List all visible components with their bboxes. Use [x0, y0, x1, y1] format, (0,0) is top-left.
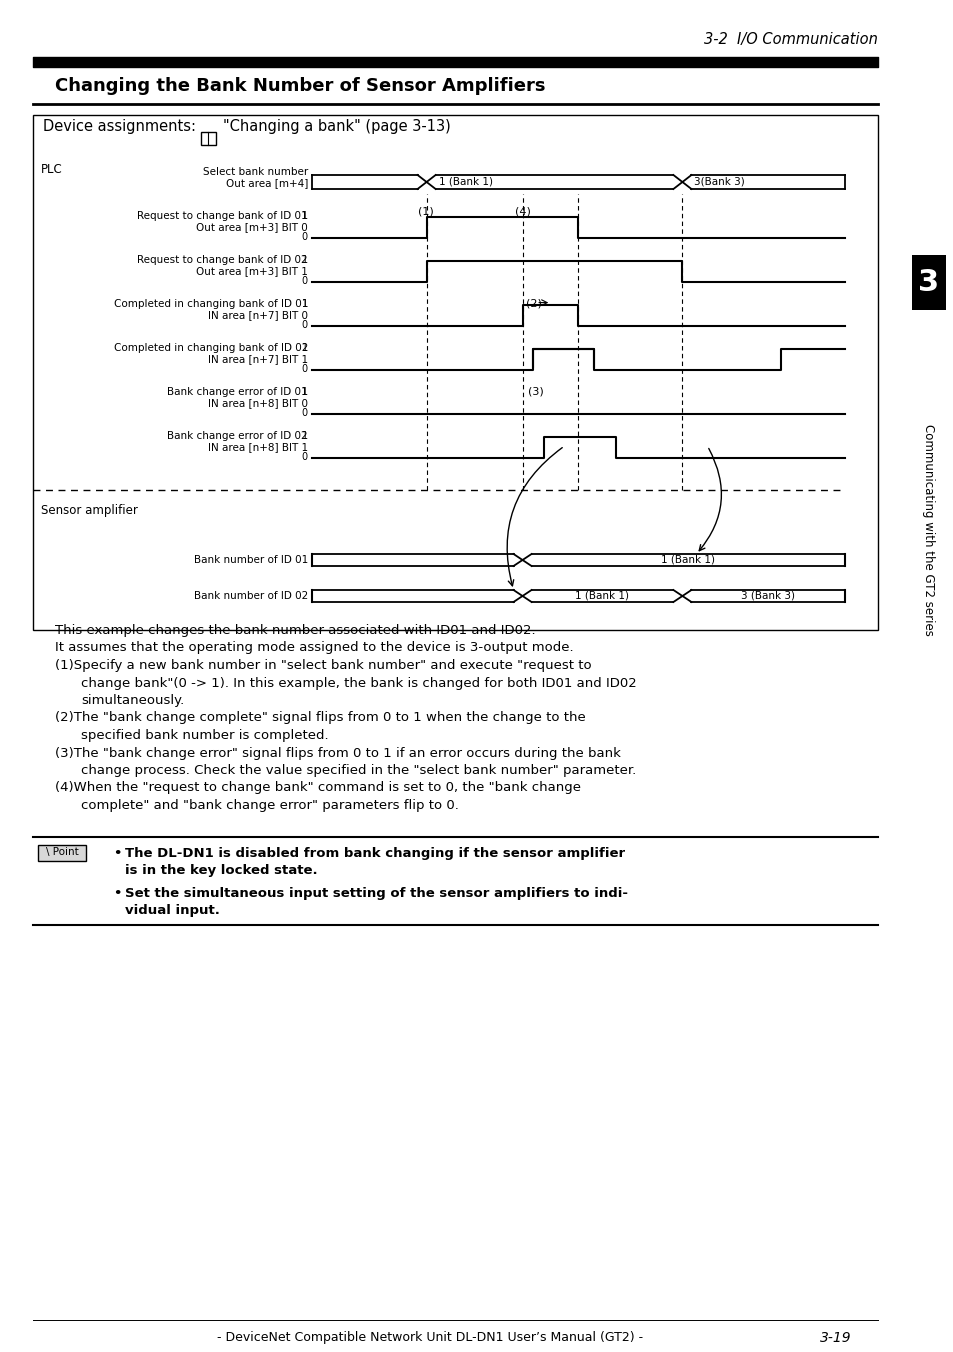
Text: Bank change error of ID 02: Bank change error of ID 02 [167, 431, 308, 441]
Text: 3(Bank 3): 3(Bank 3) [694, 176, 744, 187]
Text: specified bank number is completed.: specified bank number is completed. [81, 729, 328, 742]
FancyBboxPatch shape [38, 845, 86, 860]
Text: (3)The "bank change error" signal flips from 0 to 1 if an error occurs during th: (3)The "bank change error" signal flips … [55, 746, 620, 760]
Text: - DeviceNet Compatible Network Unit DL-DN1 User’s Manual (GT2) -: - DeviceNet Compatible Network Unit DL-D… [216, 1332, 642, 1344]
Text: complete" and "bank change error" parameters flip to 0.: complete" and "bank change error" parame… [81, 799, 458, 813]
Text: It assumes that the operating mode assigned to the device is 3-output mode.: It assumes that the operating mode assig… [55, 641, 573, 654]
Text: (4)When the "request to change bank" command is set to 0, the "bank change: (4)When the "request to change bank" com… [55, 781, 580, 795]
Text: "Changing a bank" (page 3-13): "Changing a bank" (page 3-13) [223, 119, 450, 134]
Text: 3-19: 3-19 [820, 1330, 851, 1345]
Text: vidual input.: vidual input. [125, 904, 219, 917]
Text: 0: 0 [301, 453, 308, 462]
Text: 1: 1 [301, 343, 308, 353]
Text: change process. Check the value specified in the "select bank number" parameter.: change process. Check the value specifie… [81, 764, 636, 777]
Text: \ Point: \ Point [46, 848, 78, 857]
Text: 0: 0 [301, 408, 308, 418]
Text: PLC: PLC [41, 164, 63, 176]
Text: Request to change bank of ID 02: Request to change bank of ID 02 [137, 254, 308, 265]
Text: Device assignments:: Device assignments: [43, 119, 195, 134]
Text: IN area [n+8] BIT 1: IN area [n+8] BIT 1 [208, 442, 308, 452]
Text: 3 (Bank 3): 3 (Bank 3) [740, 589, 795, 600]
Text: •: • [112, 887, 121, 899]
Text: (4): (4) [514, 207, 530, 216]
Text: 1: 1 [301, 256, 308, 265]
Text: (2): (2) [525, 299, 541, 308]
Text: is in the key locked state.: is in the key locked state. [125, 864, 317, 877]
Text: change bank"(0 -> 1). In this example, the bank is changed for both ID01 and ID0: change bank"(0 -> 1). In this example, t… [81, 676, 636, 690]
Bar [33, 115, 877, 630]
Text: This example changes the bank number associated with ID01 and ID02.: This example changes the bank number ass… [55, 625, 535, 637]
Text: (1)Specify a new bank number in "select bank number" and execute "request to: (1)Specify a new bank number in "select … [55, 658, 591, 672]
Text: 0: 0 [301, 364, 308, 375]
Text: (1): (1) [417, 207, 433, 216]
Text: Out area [m+3] BIT 0: Out area [m+3] BIT 0 [196, 222, 308, 231]
Text: simultaneously.: simultaneously. [81, 694, 184, 707]
Text: Changing the Bank Number of Sensor Amplifiers: Changing the Bank Number of Sensor Ampli… [55, 77, 545, 95]
Text: IN area [n+7] BIT 0: IN area [n+7] BIT 0 [208, 310, 308, 319]
Text: 0: 0 [301, 320, 308, 330]
Text: Bank number of ID 02: Bank number of ID 02 [193, 591, 308, 602]
Text: 1 (Bank 1): 1 (Bank 1) [575, 589, 629, 600]
Text: Select bank number: Select bank number [203, 166, 308, 177]
Text: (3): (3) [527, 387, 542, 396]
Text: Set the simultaneous input setting of the sensor amplifiers to indi-: Set the simultaneous input setting of th… [125, 887, 627, 899]
Text: 1: 1 [301, 211, 308, 222]
Text: The DL-DN1 is disabled from bank changing if the sensor amplifier: The DL-DN1 is disabled from bank changin… [125, 846, 624, 860]
Text: Completed in changing bank of ID 01: Completed in changing bank of ID 01 [113, 299, 308, 308]
Text: Sensor amplifier: Sensor amplifier [41, 504, 138, 516]
Text: 1 (Bank 1): 1 (Bank 1) [438, 176, 492, 187]
Text: Bank number of ID 01: Bank number of ID 01 [193, 556, 308, 565]
Text: Out area [m+3] BIT 1: Out area [m+3] BIT 1 [196, 266, 308, 276]
Text: Request to change bank of ID 01: Request to change bank of ID 01 [137, 211, 308, 220]
Text: 1: 1 [301, 431, 308, 441]
Text: (2)The "bank change complete" signal flips from 0 to 1 when the change to the: (2)The "bank change complete" signal fli… [55, 711, 585, 725]
Text: 3: 3 [918, 268, 939, 297]
Text: Bank change error of ID 01: Bank change error of ID 01 [167, 387, 308, 396]
Text: 0: 0 [301, 276, 308, 287]
Text: IN area [n+7] BIT 1: IN area [n+7] BIT 1 [208, 354, 308, 364]
Text: 1: 1 [301, 387, 308, 397]
Text: Out area [m+4]: Out area [m+4] [226, 177, 308, 188]
Bar [911, 256, 945, 310]
Text: 0: 0 [301, 233, 308, 242]
Text: 3-2  I/O Communication: 3-2 I/O Communication [703, 32, 877, 47]
Text: Completed in changing bank of ID 02: Completed in changing bank of ID 02 [113, 342, 308, 353]
Text: 1 (Bank 1): 1 (Bank 1) [660, 554, 715, 564]
Text: Communicating with the GT2 series: Communicating with the GT2 series [922, 425, 935, 635]
Text: •: • [112, 846, 121, 860]
Text: IN area [n+8] BIT 0: IN area [n+8] BIT 0 [208, 397, 308, 408]
Text: 1: 1 [301, 299, 308, 310]
Bar [201, 132, 215, 145]
